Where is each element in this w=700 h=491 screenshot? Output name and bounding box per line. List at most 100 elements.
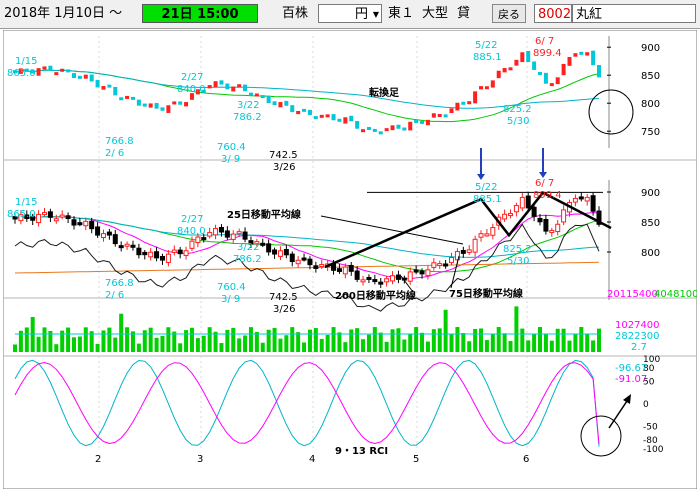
volume-bar xyxy=(24,327,29,352)
p1-candle xyxy=(567,57,572,66)
p1-candle xyxy=(449,108,454,114)
p2-candle xyxy=(319,263,325,267)
vol-last-3: 2.7 xyxy=(631,342,647,353)
rci-ytick-label: -100 xyxy=(643,445,664,455)
p2-candle xyxy=(437,263,443,267)
p2-label-3: 2/27 xyxy=(181,214,203,225)
p2-candle xyxy=(372,279,378,283)
p1-candle xyxy=(254,93,259,97)
p2-candle xyxy=(419,270,425,275)
p1-candle xyxy=(473,91,478,104)
period-display[interactable]: 21日 15:00 xyxy=(142,4,258,23)
p1-candle xyxy=(384,128,389,132)
volume-bar xyxy=(278,338,283,352)
p1-candle xyxy=(219,80,224,85)
p1-candle xyxy=(66,69,71,73)
month-label: 6 xyxy=(523,454,529,465)
p2-candle xyxy=(590,195,596,212)
p1-candle xyxy=(201,89,206,93)
volume-bar xyxy=(591,340,596,352)
volume-bar xyxy=(272,327,277,352)
volume-bar xyxy=(467,341,472,352)
p2-candle xyxy=(431,262,437,268)
p1-highlight-circle xyxy=(588,89,634,135)
rci-ytick-label: 80 xyxy=(643,364,655,374)
margin-label: 貸 xyxy=(457,6,471,21)
volume-bar xyxy=(189,327,194,352)
p2-candle xyxy=(165,253,171,263)
p2-candle xyxy=(519,196,525,209)
volume-bar xyxy=(290,327,295,352)
volume-bar xyxy=(42,327,47,352)
p2-candle xyxy=(207,232,213,237)
currency-select[interactable]: 円 ▼ xyxy=(318,4,382,23)
volume-bar xyxy=(231,327,236,352)
volume-bar xyxy=(538,327,543,352)
volume-bar xyxy=(579,327,584,352)
stock-code[interactable]: 8002 xyxy=(534,4,572,23)
p2-candle xyxy=(148,251,154,258)
volume-bar xyxy=(77,336,82,352)
volume-bar xyxy=(378,332,383,352)
rci-ytick-label: -50 xyxy=(643,423,658,433)
p1-candle xyxy=(597,65,601,78)
p2-candle xyxy=(130,244,136,248)
double-top-line xyxy=(324,191,612,269)
market-label: 東１ xyxy=(388,6,415,21)
p2-label-14: 885.1 xyxy=(473,194,502,205)
p2-candle xyxy=(449,257,455,264)
p1-label-11: 742.5 xyxy=(269,150,298,161)
p2-candle xyxy=(555,223,561,233)
rci-last-1: -96.67 xyxy=(615,363,647,374)
volume-bar xyxy=(54,344,59,352)
volume-bar xyxy=(573,333,578,352)
p1-ytick-label: 850 xyxy=(641,71,660,82)
p2-label-6: 2/ 6 xyxy=(105,290,124,301)
p2-label-13: 5/22 xyxy=(475,182,497,193)
volume-bar xyxy=(243,335,248,352)
p1-candle xyxy=(13,70,17,74)
rci-ytick-label: 100 xyxy=(643,355,660,365)
p1-candle xyxy=(431,113,436,118)
p2-candle xyxy=(112,234,118,245)
vol-last-2: 2822300 xyxy=(615,331,660,342)
p1-candle xyxy=(207,85,212,89)
down-arrow-icon xyxy=(539,172,547,178)
p2-candle xyxy=(307,258,313,266)
p2-candle xyxy=(41,212,47,216)
p1-candle xyxy=(248,92,253,96)
p1-candle xyxy=(343,117,348,124)
p1-candle xyxy=(467,101,472,105)
p2-candle xyxy=(466,249,472,253)
month-label: 2 xyxy=(95,454,101,465)
volume-panel xyxy=(13,306,601,352)
volume-bar xyxy=(337,332,342,352)
p1-label-3: 2/27 xyxy=(181,72,203,83)
p1-candle xyxy=(213,81,218,88)
volume-bar xyxy=(396,328,401,352)
p1-candle xyxy=(313,116,318,120)
volume-bar xyxy=(484,340,489,352)
p2-lower-line xyxy=(14,223,600,312)
p1-candle xyxy=(443,114,448,118)
p1-candle xyxy=(585,52,590,56)
p2-candle xyxy=(30,216,36,221)
p2-label-15: 6/ 7 xyxy=(535,178,554,189)
unit-label: 百株 xyxy=(282,6,309,21)
p2-candle xyxy=(366,276,372,280)
rci13-line xyxy=(14,361,600,445)
volume-bar xyxy=(549,340,554,352)
p1-label-12: 3/26 xyxy=(273,162,295,173)
grid xyxy=(3,36,697,450)
p1-candle xyxy=(237,84,242,88)
back-button[interactable]: 戻る xyxy=(492,4,526,23)
volume-bar xyxy=(355,328,360,352)
volume-bar xyxy=(284,335,289,352)
p1-label-18: 5/30 xyxy=(507,116,529,127)
p1-label-2: 865.0 xyxy=(7,68,36,79)
volume-bar xyxy=(83,327,88,352)
volume-bar xyxy=(313,328,318,352)
up-arrow-shaft xyxy=(608,397,630,429)
p2-label-4: 840.0 xyxy=(177,226,206,237)
p1-ma75-line xyxy=(14,69,600,109)
